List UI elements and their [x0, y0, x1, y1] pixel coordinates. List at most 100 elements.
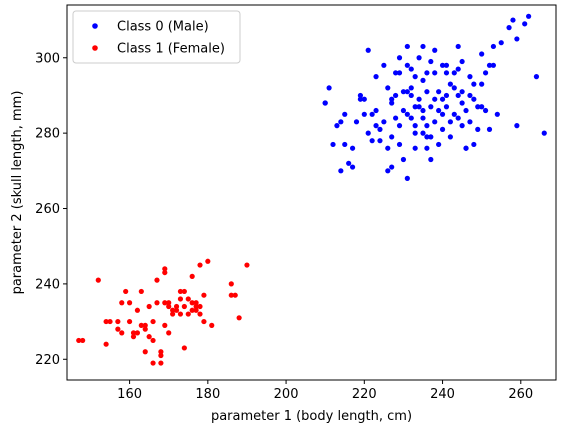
x-tick-label: 200	[274, 387, 299, 402]
data-point	[365, 130, 371, 136]
data-point	[389, 134, 395, 140]
data-point	[158, 349, 164, 355]
data-point	[475, 104, 481, 110]
y-tick-label: 260	[35, 202, 60, 217]
data-point	[455, 66, 461, 72]
data-point	[506, 25, 512, 31]
data-point	[197, 262, 203, 268]
data-point	[353, 119, 360, 125]
data-point	[177, 296, 184, 302]
data-point	[443, 62, 450, 68]
data-point	[154, 277, 160, 283]
data-point	[377, 126, 383, 132]
data-point	[189, 300, 195, 306]
data-point	[432, 70, 438, 76]
data-point	[404, 62, 410, 68]
data-point	[107, 318, 113, 325]
y-tick-label: 240	[35, 277, 60, 292]
data-point	[404, 43, 410, 50]
data-point	[197, 303, 203, 310]
x-tick-label: 260	[508, 387, 533, 402]
x-tick-label: 240	[430, 387, 455, 402]
data-point	[189, 307, 195, 313]
data-point	[197, 311, 203, 317]
data-point	[349, 164, 356, 170]
data-point	[471, 96, 477, 102]
data-point	[134, 330, 141, 336]
data-point	[479, 51, 485, 57]
data-point	[123, 288, 129, 295]
data-point	[115, 326, 121, 332]
data-point	[459, 89, 465, 95]
data-point	[369, 138, 375, 144]
data-point	[134, 307, 141, 313]
y-tick-label: 280	[35, 127, 60, 142]
data-point	[475, 126, 481, 132]
y-tick-label: 300	[35, 51, 60, 66]
data-point	[150, 360, 156, 366]
y-tick-label: 220	[35, 353, 60, 368]
data-point	[389, 100, 395, 106]
data-point	[432, 47, 438, 53]
data-point	[193, 303, 199, 310]
ticks-layer: 160 180 200 220 240 260 220 240 260 280 300	[35, 51, 533, 402]
data-point	[170, 307, 176, 313]
data-point	[130, 330, 137, 336]
data-point	[389, 96, 395, 102]
data-point	[420, 130, 426, 136]
data-point	[228, 292, 234, 298]
data-point	[381, 119, 387, 125]
data-point	[467, 119, 473, 125]
data-point	[439, 96, 446, 102]
data-point	[385, 168, 391, 174]
data-point	[166, 300, 172, 306]
data-point	[166, 330, 172, 336]
data-point	[181, 303, 187, 310]
data-point	[119, 330, 125, 336]
data-point	[126, 300, 133, 306]
data-point	[342, 141, 348, 148]
data-point	[173, 307, 180, 313]
data-point	[432, 119, 438, 125]
data-point	[365, 47, 371, 53]
data-point	[490, 43, 497, 50]
data-point	[138, 288, 144, 295]
data-point	[408, 92, 414, 99]
data-point	[396, 55, 403, 61]
data-point	[416, 104, 422, 110]
data-point	[412, 123, 418, 129]
data-point	[162, 269, 168, 276]
data-point	[479, 104, 485, 110]
data-point	[424, 145, 430, 151]
data-point	[451, 70, 457, 76]
data-point	[126, 318, 133, 325]
data-point	[162, 300, 168, 306]
data-point	[373, 107, 379, 114]
data-point	[232, 292, 238, 298]
data-point	[412, 145, 418, 151]
data-point	[209, 322, 215, 328]
data-point	[177, 311, 184, 317]
legend-marker	[92, 23, 98, 29]
data-point	[533, 74, 540, 80]
data-point	[471, 141, 477, 148]
data-point	[205, 258, 211, 264]
data-point	[166, 303, 172, 310]
data-point	[526, 13, 532, 19]
data-point	[385, 85, 391, 91]
data-point	[439, 126, 446, 132]
data-point	[447, 134, 453, 140]
data-point	[189, 273, 195, 279]
data-point	[357, 96, 363, 102]
data-point	[142, 326, 148, 332]
data-point	[393, 70, 399, 76]
data-point	[494, 111, 500, 117]
data-point	[119, 300, 125, 306]
data-point	[185, 296, 191, 302]
data-point	[420, 107, 426, 114]
data-point	[158, 360, 164, 366]
data-point	[522, 21, 528, 27]
data-point	[451, 85, 457, 91]
y-axis-label: parameter 2 (skull length, mm)	[10, 91, 25, 295]
